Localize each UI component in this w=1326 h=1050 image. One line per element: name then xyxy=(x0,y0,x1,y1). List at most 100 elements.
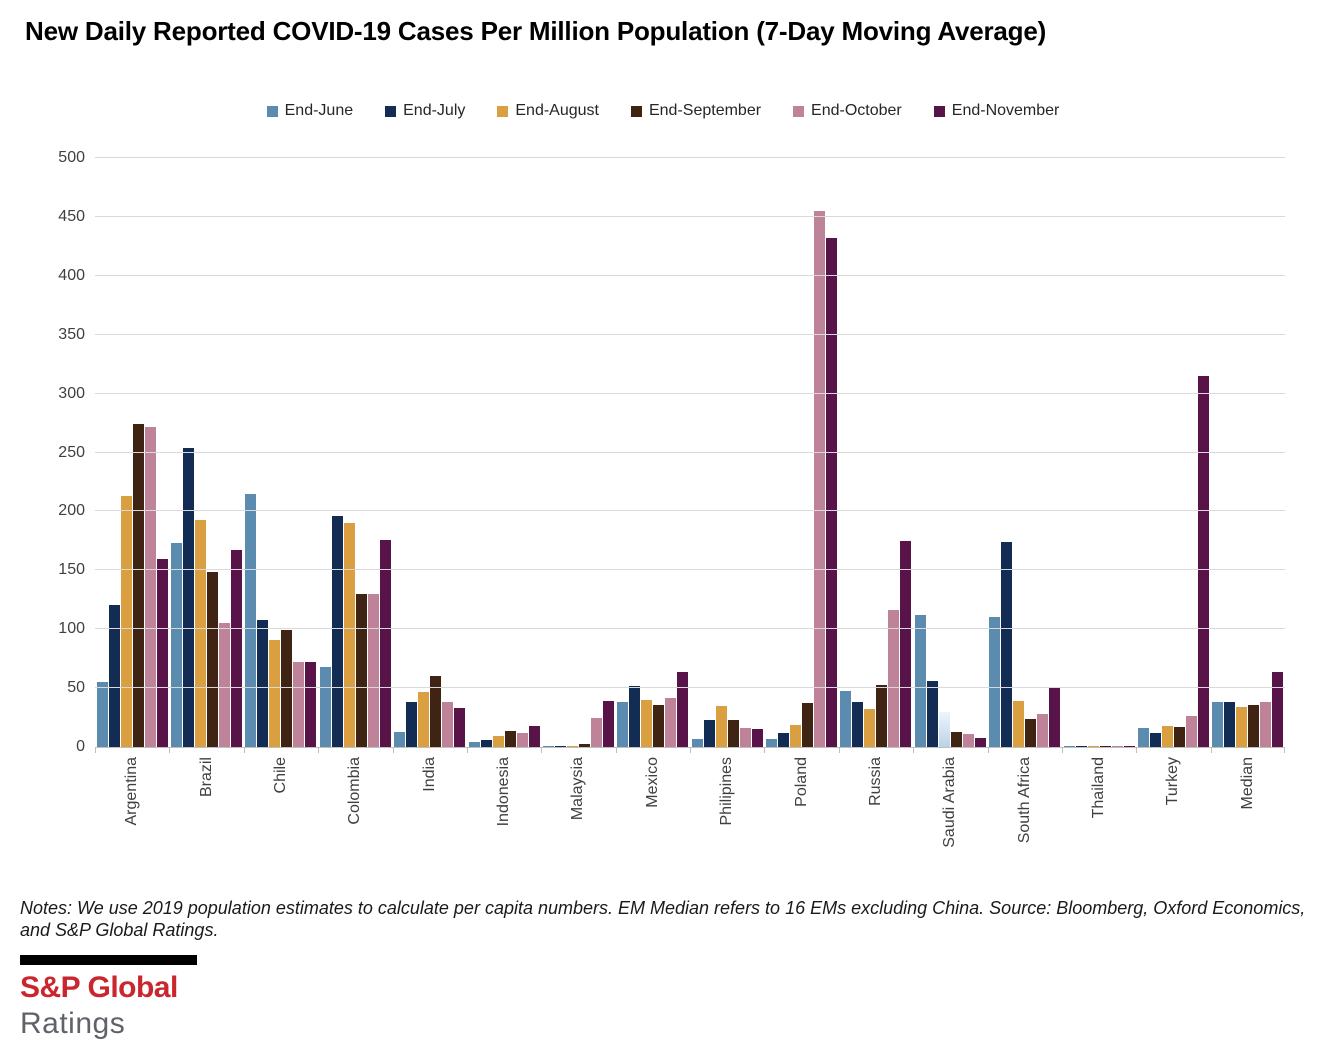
bar-turkey-end-august xyxy=(1161,725,1173,747)
bar-thailand-end-june xyxy=(1063,745,1075,747)
gridline xyxy=(95,569,1285,571)
gridline xyxy=(95,274,1285,276)
bar-thailand-end-september xyxy=(1099,745,1111,747)
x-axis-tick xyxy=(690,747,691,753)
bar-colombia-end-october xyxy=(367,593,379,747)
bar-brazil-end-june xyxy=(171,543,183,747)
bar-indonesia-end-october xyxy=(516,732,528,747)
bar-south-africa-end-november xyxy=(1049,688,1061,747)
bar-median-end-june xyxy=(1212,702,1224,747)
legend-item: End-October xyxy=(793,102,902,120)
x-axis-label: Philipines xyxy=(718,757,736,826)
bar-brazil-end-september xyxy=(207,571,219,747)
x-axis-tick xyxy=(95,747,96,753)
bar-turkey-end-october xyxy=(1185,716,1197,747)
legend-item: End-August xyxy=(497,102,599,120)
x-axis-label-cell: Malaysia xyxy=(541,757,615,907)
x-axis-label-cell: India xyxy=(393,757,467,907)
y-axis-label: 0 xyxy=(76,738,85,755)
bar-group-india xyxy=(393,158,467,747)
bar-argentina-end-october xyxy=(144,426,156,747)
bar-poland-end-june xyxy=(766,738,778,747)
x-axis-label-cell: Saudi Arabia xyxy=(913,757,987,907)
x-axis-label: Turkey xyxy=(1164,757,1182,806)
legend-label: End-October xyxy=(811,102,902,119)
gridline xyxy=(95,451,1285,453)
y-axis-label: 200 xyxy=(58,502,85,520)
bar-mexico-end-august xyxy=(641,699,653,747)
x-axis-tick xyxy=(615,747,617,753)
bar-turkey-end-november xyxy=(1197,375,1209,747)
notes-text: Notes: We use 2019 population estimates … xyxy=(20,898,1306,940)
x-axis-labels: Argentina Brazil Chile Colombia India Indones… xyxy=(95,757,1285,907)
legend-swatch-end-august xyxy=(497,105,509,117)
x-axis-label-cell: Poland xyxy=(764,757,838,907)
bar-group-poland xyxy=(764,158,838,747)
legend-item: End-November xyxy=(933,102,1060,120)
bar-mexico-end-october xyxy=(665,697,677,747)
bar-colombia-end-july xyxy=(331,516,343,747)
y-axis-label: 500 xyxy=(58,149,85,166)
bar-philipines-end-september xyxy=(727,719,739,747)
bar-chile-end-august xyxy=(269,639,281,747)
y-axis-label: 250 xyxy=(58,443,85,461)
bar-brazil-end-august xyxy=(195,519,207,747)
x-axis-tick xyxy=(764,747,766,753)
bar-groups-container xyxy=(95,158,1285,747)
bar-argentina-end-november xyxy=(156,558,168,747)
bar-thailand-end-november xyxy=(1123,745,1135,747)
bar-argentina-end-july xyxy=(108,604,120,747)
gridline xyxy=(95,157,1285,158)
bar-india-end-june xyxy=(394,731,406,747)
bar-mexico-end-june xyxy=(617,702,629,747)
bar-russia-end-july xyxy=(852,702,864,747)
x-axis-label-cell: Argentina xyxy=(95,757,169,907)
x-axis-label: Colombia xyxy=(346,757,364,825)
x-axis-label-cell: Colombia xyxy=(318,757,392,907)
page-title: New Daily Reported COVID-19 Cases Per Mi… xyxy=(25,16,1047,46)
x-axis-label: Poland xyxy=(792,757,810,807)
legend-label: End-November xyxy=(951,102,1060,119)
legend-item: End-July xyxy=(385,102,465,120)
bar-philipines-end-august xyxy=(715,705,727,747)
bar-thailand-end-august xyxy=(1087,745,1099,747)
legend: End-June End-July End-August End-September E… xyxy=(0,102,1326,120)
x-axis-label: Russia xyxy=(866,757,884,806)
bar-india-end-november xyxy=(454,708,466,747)
bar-group-russia xyxy=(839,158,913,747)
bar-saudi-arabia-end-november xyxy=(974,737,986,747)
brand-division: Ratings xyxy=(20,1007,126,1040)
x-axis-label-cell: Mexico xyxy=(616,757,690,907)
brand-name: S&P Global xyxy=(20,971,178,1004)
x-axis-label: India xyxy=(420,757,438,792)
x-axis-tick xyxy=(466,747,468,753)
bar-saudi-arabia-end-august xyxy=(938,711,950,747)
bar-poland-end-october xyxy=(814,211,826,747)
x-axis-label: Malaysia xyxy=(569,757,587,821)
x-axis-label-cell: Russia xyxy=(839,757,913,907)
x-axis-tick xyxy=(838,747,840,753)
bar-argentina-end-august xyxy=(120,496,132,747)
bar-median-end-september xyxy=(1248,704,1260,747)
bar-indonesia-end-july xyxy=(480,739,492,747)
bar-argentina-end-june xyxy=(96,682,108,747)
y-axis-label: 450 xyxy=(58,207,85,225)
bar-median-end-october xyxy=(1260,702,1272,747)
x-axis-label: Median xyxy=(1238,757,1256,810)
bar-malaysia-end-september xyxy=(578,743,590,747)
x-axis-label-cell: Indonesia xyxy=(467,757,541,907)
bar-group-saudi-arabia xyxy=(913,158,987,747)
bar-south-africa-end-august xyxy=(1013,701,1025,747)
x-axis-label-cell: Median xyxy=(1211,757,1285,907)
x-axis-tick xyxy=(1210,747,1212,753)
bar-chile-end-september xyxy=(281,630,293,747)
bar-brazil-end-november xyxy=(231,550,243,747)
brand-logo-bar xyxy=(20,955,197,965)
y-axis-label: 300 xyxy=(58,384,85,402)
x-axis-label: Argentina xyxy=(123,757,141,826)
bar-turkey-end-september xyxy=(1173,727,1185,747)
x-axis-tick xyxy=(913,747,915,753)
y-axis-label: 400 xyxy=(58,266,85,284)
gridline xyxy=(95,392,1285,394)
